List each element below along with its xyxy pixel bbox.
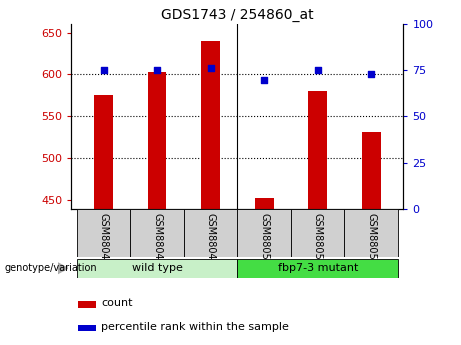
- Text: GSM88045: GSM88045: [206, 213, 216, 265]
- Point: [154, 68, 161, 73]
- Text: GSM88053: GSM88053: [313, 213, 323, 265]
- Text: GSM88043: GSM88043: [99, 213, 109, 265]
- Bar: [255, 198, 273, 209]
- Point: [260, 77, 268, 82]
- Point: [367, 71, 375, 77]
- Text: fbp7-3 mutant: fbp7-3 mutant: [278, 263, 358, 273]
- Bar: [77, 209, 130, 257]
- Bar: [201, 41, 220, 209]
- Point: [314, 68, 321, 73]
- Bar: [184, 209, 237, 257]
- Text: GSM88044: GSM88044: [152, 213, 162, 265]
- Text: percentile rank within the sample: percentile rank within the sample: [101, 322, 289, 332]
- Bar: [362, 131, 381, 209]
- Bar: [78, 301, 96, 308]
- Bar: [130, 209, 184, 257]
- Text: genotype/variation: genotype/variation: [5, 263, 97, 273]
- Bar: [237, 259, 398, 278]
- Polygon shape: [58, 263, 68, 274]
- Bar: [308, 91, 327, 209]
- Bar: [148, 72, 166, 209]
- Text: count: count: [101, 298, 133, 308]
- Text: GSM88054: GSM88054: [366, 213, 376, 265]
- Bar: [94, 96, 113, 209]
- Bar: [291, 209, 344, 257]
- Text: GSM88052: GSM88052: [259, 213, 269, 266]
- Bar: [344, 209, 398, 257]
- Point: [100, 68, 107, 73]
- Point: [207, 66, 214, 71]
- Title: GDS1743 / 254860_at: GDS1743 / 254860_at: [161, 8, 314, 22]
- Bar: [237, 209, 291, 257]
- Bar: [78, 325, 96, 332]
- Text: wild type: wild type: [132, 263, 183, 273]
- Bar: [77, 259, 237, 278]
